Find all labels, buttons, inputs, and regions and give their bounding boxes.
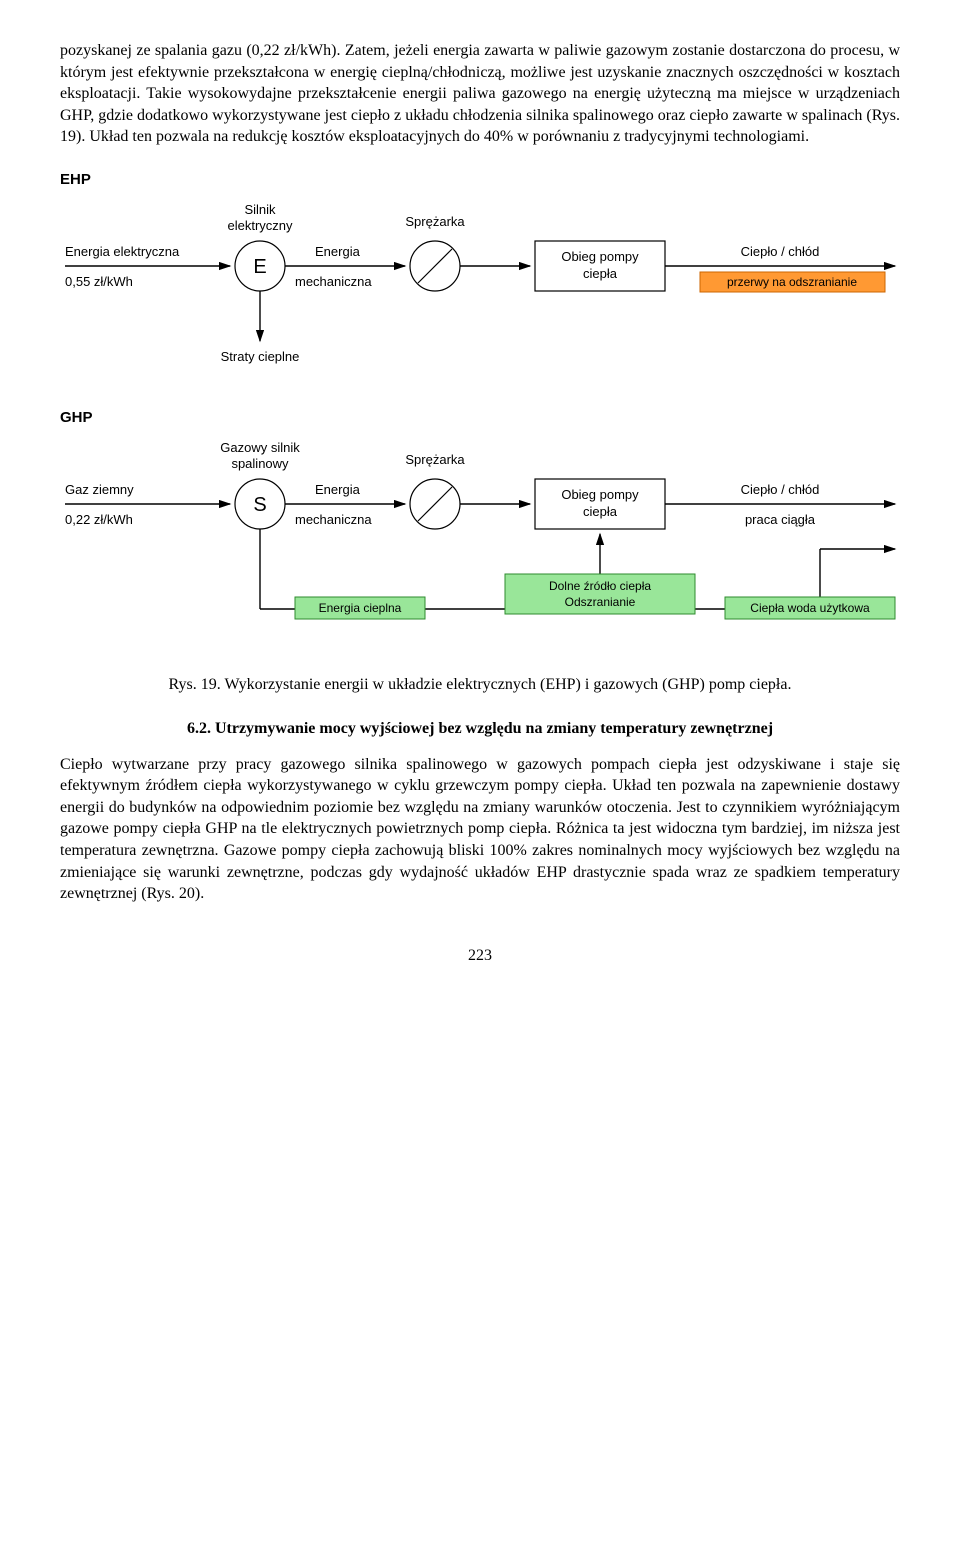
ehp-compressor-label: Sprężarka (405, 214, 465, 229)
ehp-diagram-svg: Energia elektryczna 0,55 zł/kWh Silnik e… (60, 196, 900, 386)
ghp-heat-energy: Energia cieplna (319, 601, 402, 615)
ehp-engine-bottom: elektryczny (227, 218, 293, 233)
ehp-losses: Straty cieplne (221, 349, 300, 364)
ghp-input-label: Gaz ziemny (65, 482, 134, 497)
ghp-compressor-label: Sprężarka (405, 452, 465, 467)
ehp-output-top: Ciepło / chłód (741, 244, 820, 259)
ghp-mech-top: Energia (315, 482, 361, 497)
ghp-mech-bottom: mechaniczna (295, 512, 372, 527)
ghp-engine-bottom: spalinowy (231, 456, 289, 471)
figure-caption: Rys. 19. Wykorzystanie energii w układzi… (60, 674, 900, 696)
ehp-engine-letter: E (253, 256, 266, 278)
ehp-input-label: Energia elektryczna (65, 244, 180, 259)
ehp-mech-top: Energia (315, 244, 361, 259)
ghp-output-top: Ciepło / chłód (741, 482, 820, 497)
ghp-title: GHP (60, 408, 900, 428)
ghp-hot-water: Ciepła woda użytkowa (750, 601, 870, 615)
ehp-diagram-section: EHP Energia elektryczna 0,55 zł/kWh Siln… (60, 170, 900, 386)
ghp-diagram-section: GHP Gaz ziemny 0,22 zł/kWh Gazowy silnik… (60, 408, 900, 664)
ehp-engine-top: Silnik (244, 202, 276, 217)
ehp-output-bottom: przerwy na odszranianie (727, 275, 857, 289)
ehp-pump-top: Obieg pompy (561, 249, 639, 264)
ehp-mech-bottom: mechaniczna (295, 274, 372, 289)
ghp-pump-bottom: ciepła (583, 504, 618, 519)
ghp-engine-top: Gazowy silnik (220, 440, 300, 455)
ghp-diagram-svg: Gaz ziemny 0,22 zł/kWh Gazowy silnik spa… (60, 434, 900, 664)
paragraph-body: Ciepło wytwarzane przy pracy gazowego si… (60, 754, 900, 905)
section-heading: 6.2. Utrzymywanie mocy wyjściowej bez wz… (60, 718, 900, 740)
page-number: 223 (60, 945, 900, 967)
ghp-lower-src-top: Dolne źródło ciepła (549, 579, 651, 593)
paragraph-intro: pozyskanej ze spalania gazu (0,22 zł/kWh… (60, 40, 900, 148)
ehp-input-price: 0,55 zł/kWh (65, 274, 133, 289)
ghp-engine-letter: S (253, 494, 266, 516)
ghp-output-bottom: praca ciągła (745, 512, 816, 527)
ehp-title: EHP (60, 170, 900, 190)
ehp-pump-bottom: ciepła (583, 266, 618, 281)
ghp-lower-src-bottom: Odszranianie (565, 595, 636, 609)
ghp-input-price: 0,22 zł/kWh (65, 512, 133, 527)
ghp-pump-top: Obieg pompy (561, 487, 639, 502)
